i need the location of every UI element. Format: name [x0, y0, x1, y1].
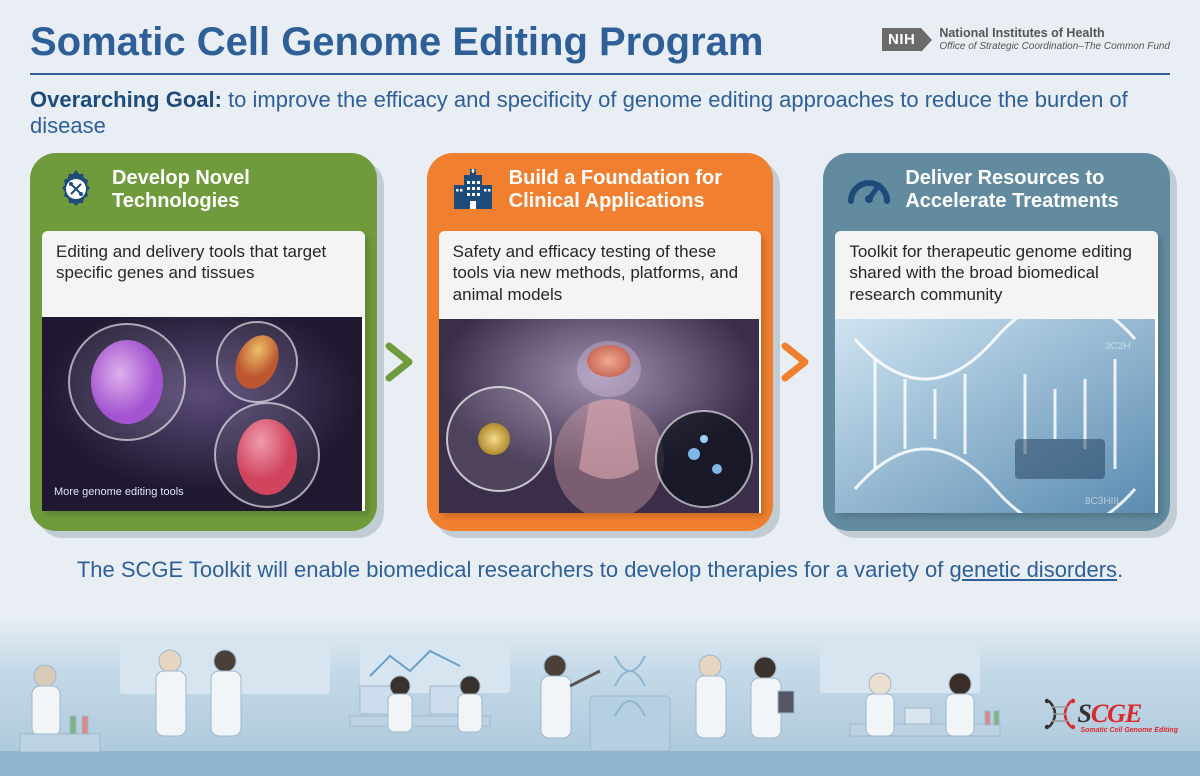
- card-deliver: Deliver Resources to Accelerate Treatmen…: [823, 153, 1170, 531]
- card-head: Develop Novel Technologies: [30, 167, 377, 231]
- genetic-disorders-link[interactable]: genetic disorders: [950, 557, 1118, 582]
- nih-mark: NIH: [882, 28, 921, 51]
- scge-helix-icon: [1041, 697, 1081, 731]
- card-desc: Toolkit for therapeutic genome editing s…: [835, 231, 1158, 319]
- card-title: Develop Novel Technologies: [112, 167, 359, 213]
- footer-text-post: .: [1117, 557, 1123, 582]
- tools-gear-icon: [52, 167, 100, 211]
- card-head: Build a Foundation for Clinical Applicat…: [427, 167, 774, 231]
- svg-text:3C2H: 3C2H: [1105, 341, 1131, 352]
- card-desc: Editing and delivery tools that target s…: [42, 231, 365, 317]
- card-inner: Toolkit for therapeutic genome editing s…: [835, 231, 1158, 513]
- card-image-molecules: More genome editing tools: [42, 317, 362, 511]
- page-title: Somatic Cell Genome Editing Program: [30, 20, 763, 65]
- nih-line1: National Institutes of Health: [939, 26, 1170, 41]
- card-inner: Editing and delivery tools that target s…: [42, 231, 365, 511]
- card-image-caption: More genome editing tools: [54, 486, 184, 498]
- card-desc: Safety and efficacy testing of these too…: [439, 231, 762, 319]
- card-title: Deliver Resources to Accelerate Treatmen…: [905, 167, 1152, 213]
- goal-row: Overarching Goal: to improve the efficac…: [0, 75, 1200, 153]
- card-title: Build a Foundation for Clinical Applicat…: [509, 167, 756, 213]
- footer-line: The SCGE Toolkit will enable biomedical …: [0, 531, 1200, 597]
- nih-logo-block: NIH National Institutes of Health Office…: [882, 26, 1170, 53]
- card-inner: Safety and efficacy testing of these too…: [439, 231, 762, 513]
- scge-logo-text: SCGE: [1077, 699, 1178, 729]
- svg-text:8C3HIII: 8C3HIII: [1085, 496, 1119, 507]
- arrow-icon: [781, 342, 815, 382]
- nih-line2: Office of Strategic Coordination–The Com…: [939, 41, 1170, 53]
- arrow-icon: [385, 342, 419, 382]
- hospital-icon: [449, 167, 497, 211]
- card-head: Deliver Resources to Accelerate Treatmen…: [823, 167, 1170, 231]
- nih-text: National Institutes of Health Office of …: [939, 26, 1170, 53]
- card-develop: Develop Novel Technologies Editing and d…: [30, 153, 377, 531]
- lab-scene-illustration: SCGE Somatic Cell Genome Editing: [0, 616, 1200, 776]
- card-foundation: Build a Foundation for Clinical Applicat…: [427, 153, 774, 531]
- scge-logo-sub: Somatic Cell Genome Editing: [1080, 727, 1178, 734]
- card-image-anatomy: [439, 319, 759, 513]
- gauge-icon: [845, 167, 893, 211]
- scge-logo: SCGE Somatic Cell Genome Editing: [1077, 699, 1178, 734]
- cards-row: Develop Novel Technologies Editing and d…: [0, 153, 1200, 531]
- goal-label: Overarching Goal:: [30, 87, 222, 112]
- header: Somatic Cell Genome Editing Program NIH …: [0, 0, 1200, 73]
- footer-text-pre: The SCGE Toolkit will enable biomedical …: [77, 557, 950, 582]
- card-image-dna: 3C2H 8C3HIII: [835, 319, 1155, 513]
